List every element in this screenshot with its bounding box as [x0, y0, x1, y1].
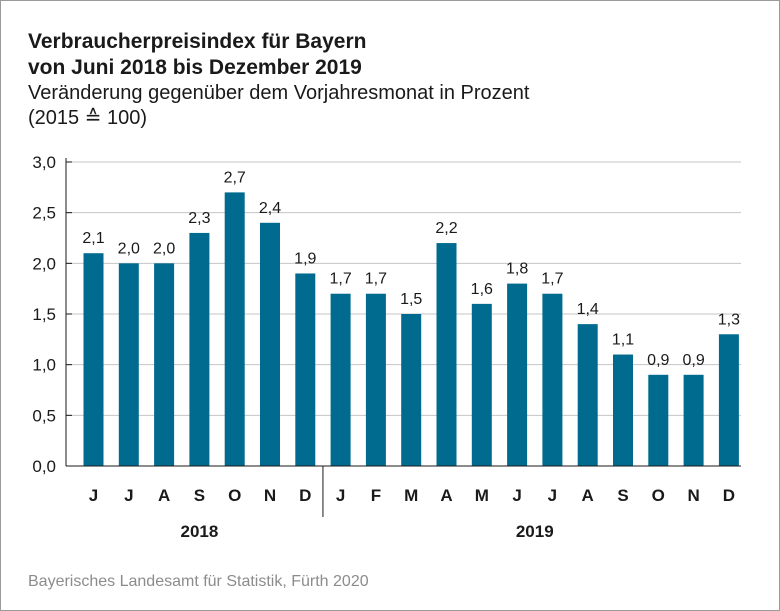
- bar-value-label: 2,3: [188, 210, 210, 227]
- bar: [365, 293, 386, 466]
- y-tick-label: 1,5: [32, 305, 56, 324]
- x-tick-label: M: [475, 486, 489, 505]
- bar: [436, 243, 457, 466]
- x-tick-label: J: [548, 486, 557, 505]
- y-tick-label: 0,0: [32, 457, 56, 476]
- year-label: 2019: [516, 522, 554, 541]
- bar-value-label: 1,7: [541, 271, 563, 288]
- x-tick-label: A: [582, 486, 594, 505]
- x-tick-label: S: [194, 486, 205, 505]
- bar-value-label: 1,7: [329, 271, 351, 288]
- bar: [613, 354, 633, 466]
- bar: [118, 263, 139, 466]
- chart-subtitle-line-2: (2015 ≙ 100): [28, 107, 148, 129]
- bar-chart: 0,0 0,5 1,0 1,5 2,0 2,5 3,0 2,1 2,0 2,0 2,3 2,7 2,4 1…: [32, 153, 741, 541]
- x-tick-label: O: [228, 486, 241, 505]
- x-tick-label: S: [617, 486, 628, 505]
- bar-value-label: 2,0: [153, 240, 175, 257]
- bar: [718, 334, 739, 466]
- bar-value-label: 1,5: [400, 291, 422, 308]
- bar-value-label: 2,4: [259, 200, 281, 217]
- bar: [260, 222, 280, 466]
- year-label: 2018: [180, 522, 218, 541]
- chart-subtitle: Veränderung gegenüber dem Vorjahresmonat…: [28, 81, 529, 131]
- x-tick-label: J: [336, 486, 345, 505]
- y-tick-label: 2,5: [32, 204, 56, 223]
- bar-value-label: 1,8: [506, 261, 528, 278]
- bar-value-label: 0,9: [647, 352, 669, 369]
- bar-value-label: 1,6: [471, 281, 493, 298]
- y-tick-label: 2,0: [32, 254, 56, 273]
- bar-value-label: 1,1: [612, 332, 634, 349]
- bar-value-label: 2,7: [224, 169, 246, 186]
- bar: [471, 303, 492, 466]
- bar-value-label: 1,9: [294, 250, 316, 267]
- bar: [542, 293, 563, 466]
- x-tick-label: O: [652, 486, 665, 505]
- bar: [189, 232, 210, 466]
- bar: [295, 273, 316, 466]
- bar-value-label: 2,2: [435, 220, 457, 237]
- x-tick-label: N: [687, 486, 699, 505]
- bar: [507, 283, 528, 466]
- bar: [83, 253, 104, 466]
- bar-value-label: 0,9: [682, 352, 704, 369]
- bar-value-label: 1,3: [718, 311, 740, 328]
- bar: [401, 314, 422, 466]
- x-tick-label: M: [404, 486, 418, 505]
- y-tick-label: 3,0: [32, 153, 56, 172]
- y-tick-label: 1,0: [32, 356, 56, 375]
- chart-title-line-1: Verbraucherpreisindex für Bayern: [28, 30, 367, 53]
- source-note: Bayerisches Landesamt für Statistik, Für…: [28, 573, 369, 590]
- x-tick-label: N: [264, 486, 276, 505]
- x-tick-label: A: [440, 486, 452, 505]
- x-tick-label: A: [158, 486, 170, 505]
- x-tick-label: J: [512, 486, 521, 505]
- chart-title: Verbraucherpreisindex für Bayern von Jun…: [28, 29, 366, 81]
- bar: [154, 263, 175, 466]
- chart-subtitle-line-1: Veränderung gegenüber dem Vorjahresmonat…: [28, 82, 530, 104]
- bar: [330, 293, 351, 466]
- x-tick-label: J: [89, 486, 98, 505]
- bar: [577, 324, 598, 466]
- bar: [224, 192, 245, 466]
- chart-title-line-2: von Juni 2018 bis Dezember 2019: [28, 56, 362, 79]
- bar: [683, 374, 704, 466]
- x-tick-label: D: [723, 486, 735, 505]
- y-tick-label: 0,5: [32, 406, 56, 425]
- bar-value-label: 2,1: [82, 230, 104, 247]
- bar-value-label: 1,7: [365, 271, 387, 288]
- bar-value-label: 1,4: [577, 301, 599, 318]
- x-tick-label: D: [299, 486, 311, 505]
- x-tick-label: F: [371, 486, 381, 505]
- x-tick-label: J: [124, 486, 133, 505]
- bar: [648, 374, 669, 466]
- bar-value-label: 2,0: [118, 240, 140, 257]
